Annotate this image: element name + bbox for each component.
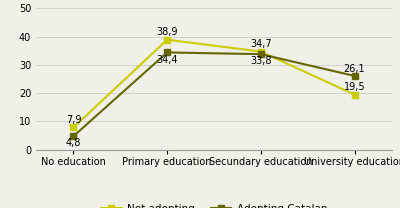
Legend: Not adopting, Adopting Catalan: Not adopting, Adopting Catalan [97,200,331,208]
Text: 34,4: 34,4 [156,55,178,65]
Text: 4,8: 4,8 [66,139,81,149]
Text: 7,9: 7,9 [66,115,81,125]
Text: 34,7: 34,7 [250,39,272,49]
Text: 38,9: 38,9 [156,27,178,37]
Text: 26,1: 26,1 [344,64,365,74]
Text: 33,8: 33,8 [250,56,272,66]
Text: 19,5: 19,5 [344,82,365,92]
